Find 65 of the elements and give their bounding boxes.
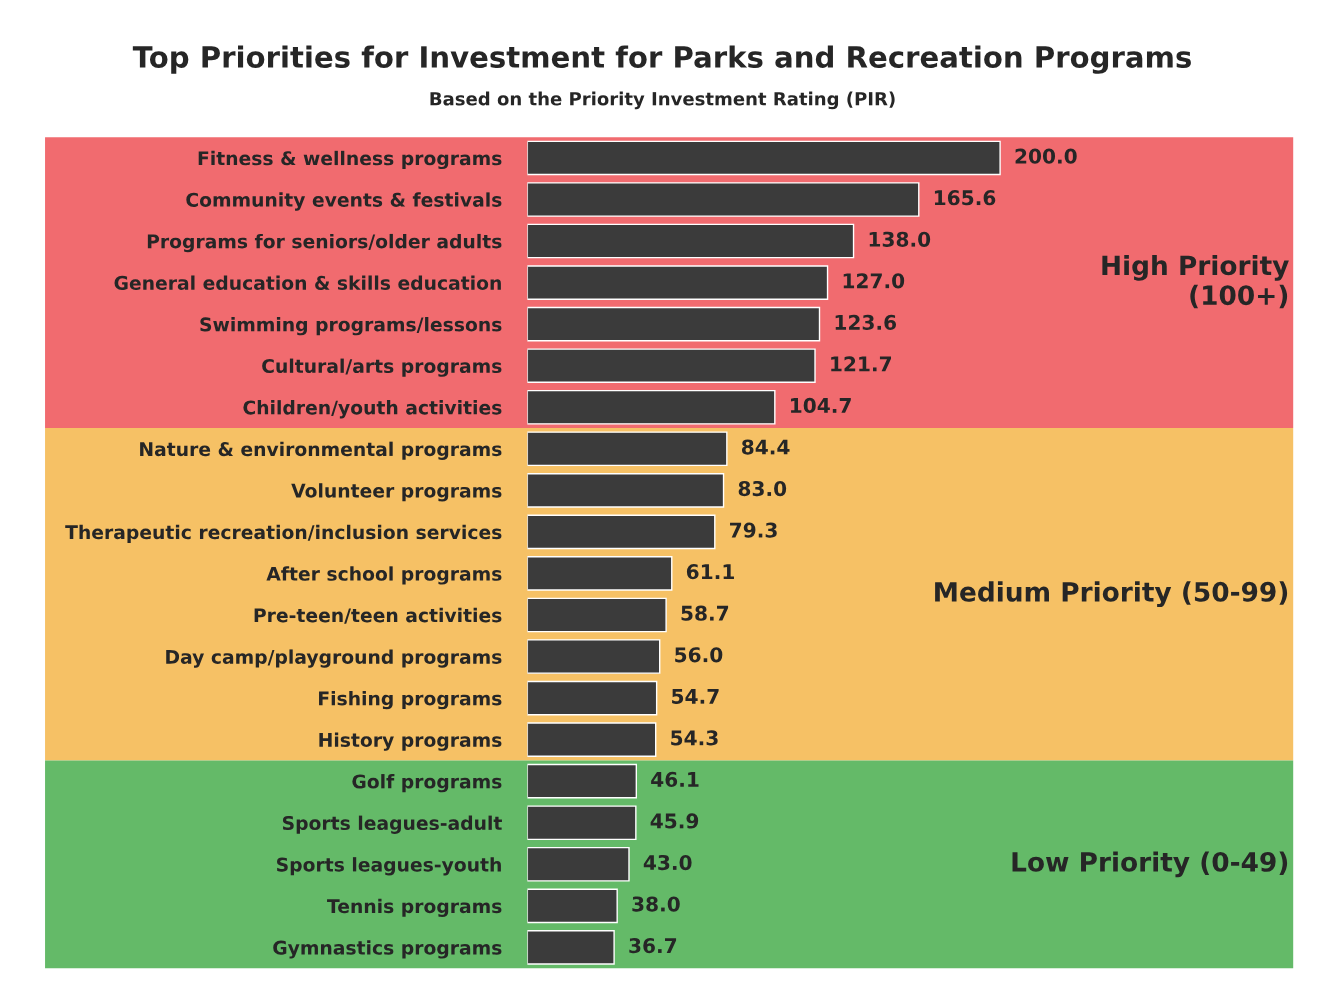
y-tick-label: After school programs (266, 566, 502, 585)
bar (527, 763, 638, 799)
y-tick-label: Volunteer programs (291, 483, 502, 502)
bar (527, 888, 618, 924)
bar (527, 223, 855, 259)
y-tick-label: Children/youth activities (243, 400, 502, 419)
data-label: 46.1 (651, 771, 699, 788)
data-label: 43.0 (643, 854, 692, 871)
y-tick-label: Sports leagues-youth (277, 857, 501, 876)
bar (527, 140, 1001, 176)
data-label: 79.3 (730, 522, 777, 538)
y-tick-label: Golf programs (352, 774, 502, 793)
bar (527, 348, 816, 384)
bar (527, 805, 637, 841)
y-tick-label: Swimming programs/lessons (200, 317, 502, 336)
y-tick-label: Tennis programs (327, 898, 502, 917)
bar (527, 389, 776, 425)
bar (527, 265, 829, 300)
y-tick-label: Therapeutic recreation/inclusion services (65, 524, 502, 543)
y-tick-label: Cultural/arts programs (262, 358, 502, 377)
band-label: High Priority (100+) (1102, 254, 1289, 309)
band-label: Low Priority (0-49) (1012, 851, 1288, 878)
bar (527, 846, 630, 882)
data-label: 54.7 (672, 688, 719, 704)
y-tick-label: Pre-teen/teen activities (254, 607, 502, 624)
bar (527, 514, 716, 550)
data-label: 200.0 (1015, 148, 1077, 164)
data-label: 127.0 (843, 273, 905, 289)
data-label: 56.0 (675, 647, 723, 663)
bar (527, 930, 615, 965)
bar (527, 182, 920, 217)
data-label: 54.3 (671, 730, 718, 746)
bar (527, 680, 658, 716)
data-label: 104.7 (790, 397, 851, 414)
data-label: 36.7 (629, 937, 677, 954)
y-tick-label: Gymnastics programs (273, 940, 502, 959)
bar (527, 639, 661, 674)
bar (527, 597, 667, 633)
bar (527, 722, 657, 757)
bar (527, 473, 725, 508)
data-label: 84.4 (741, 439, 790, 455)
y-tick-label: Day camp/playground programs (166, 649, 502, 668)
data-label: 83.0 (738, 480, 787, 497)
data-label: 121.7 (831, 356, 891, 372)
y-tick-label: Community events & festivals (186, 192, 502, 211)
data-label: 61.1 (686, 564, 734, 580)
bar (527, 431, 728, 467)
data-label: 58.7 (681, 605, 729, 621)
data-label: 165.6 (934, 190, 996, 206)
y-tick-label: Programs for seniors/older adults (147, 233, 502, 253)
y-tick-label: General education & skills education (114, 275, 501, 290)
chart-title: Top Priorities for Investment for Parks and Recreation Programs (132, 45, 1191, 74)
y-tick-label: Sports leagues-adult (282, 815, 502, 834)
bar (527, 556, 673, 591)
chart-subtitle: Based on the Priority Investment Rating (PIR) (430, 91, 895, 110)
data-label: 123.6 (835, 314, 897, 330)
y-tick-label: Fishing programs (319, 690, 502, 710)
data-label: 45.9 (650, 813, 699, 829)
y-tick-label: Nature & environmental programs (140, 441, 502, 460)
bar (527, 306, 821, 342)
y-tick-label: History programs (319, 732, 502, 751)
band-label: Medium Priority (50-99) (935, 581, 1288, 608)
y-tick-label: Fitness & wellness programs (198, 150, 502, 170)
data-label: 38.0 (632, 896, 680, 912)
data-label: 138.0 (869, 231, 931, 247)
